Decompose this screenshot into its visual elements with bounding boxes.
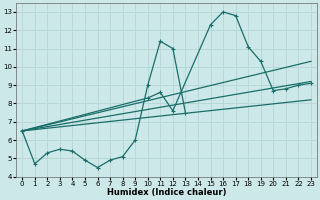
X-axis label: Humidex (Indice chaleur): Humidex (Indice chaleur) [107, 188, 226, 197]
